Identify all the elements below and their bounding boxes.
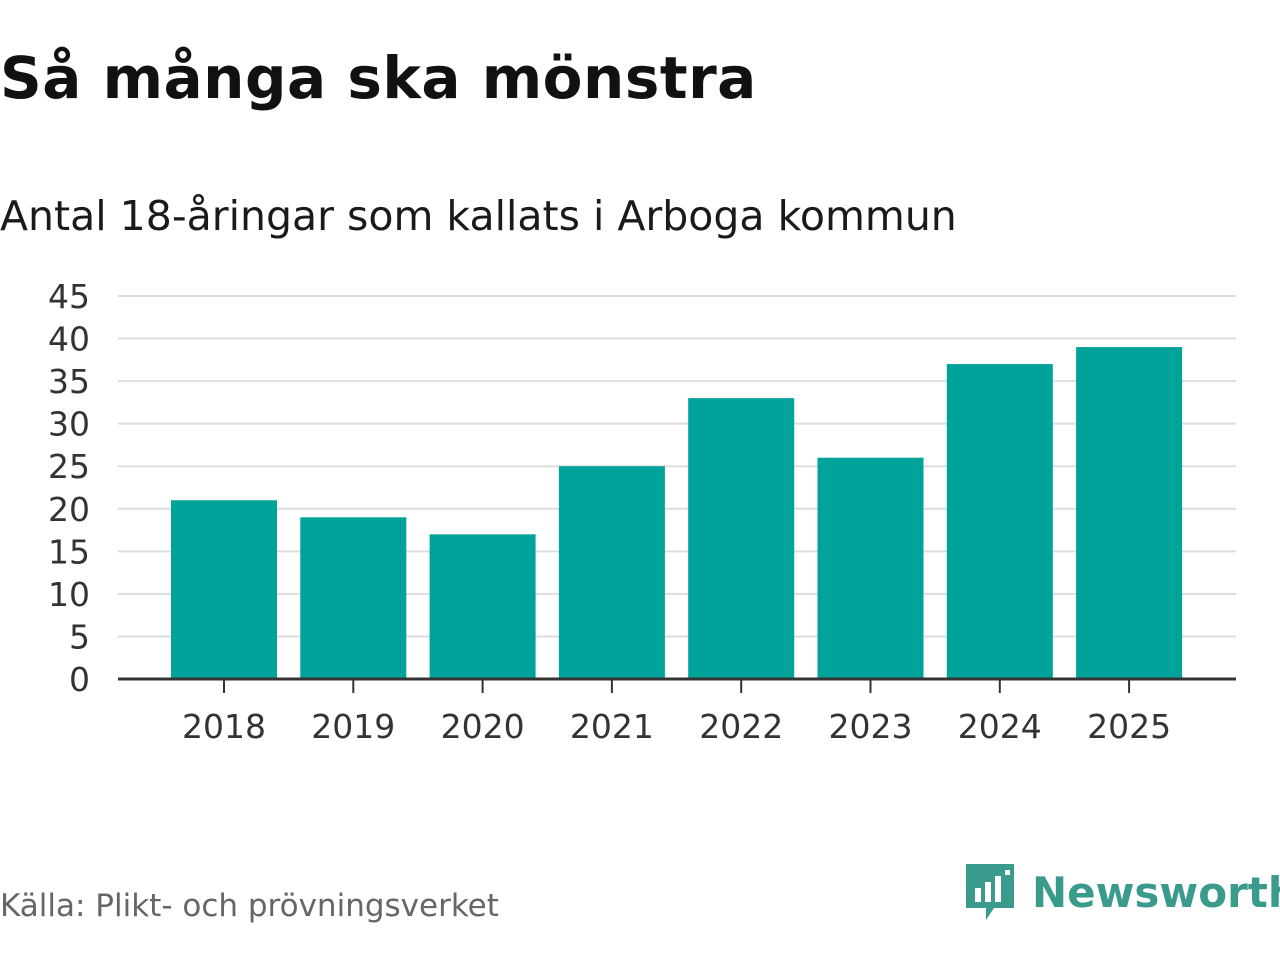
y-tick-label: 25 [48, 447, 90, 486]
y-tick-label: 40 [48, 320, 90, 359]
x-tick-label: 2018 [182, 707, 266, 746]
x-tick-label: 2024 [958, 707, 1042, 746]
brand-name: Newsworthy [1032, 867, 1280, 917]
y-tick-label: 20 [48, 490, 90, 529]
bar-2020 [429, 534, 536, 679]
x-tick-label: 2019 [311, 707, 395, 746]
chart-title: Så många ska mönstra [0, 44, 757, 112]
y-tick-label: 15 [48, 532, 90, 571]
gridlines [118, 295, 1236, 638]
y-tick-label: 30 [48, 405, 90, 444]
bar-2021 [558, 466, 665, 679]
y-tick-label: 10 [48, 575, 90, 614]
source-note: Källa: Plikt- och prövningsverket [0, 888, 499, 924]
brand-logo: Newsworthy [964, 862, 1280, 922]
chart-subtitle: Antal 18-åringar som kallats i Arboga ko… [0, 192, 957, 240]
bar-2024 [946, 364, 1053, 679]
y-tick-label: 0 [69, 660, 90, 699]
bar-2022 [688, 398, 795, 679]
bar-2025 [1076, 347, 1183, 679]
newsworthy-logo-icon [966, 864, 1014, 920]
bar-2023 [817, 457, 924, 679]
bars [171, 347, 1183, 679]
y-tick-label: 45 [48, 277, 90, 316]
x-tick-label: 2025 [1087, 707, 1171, 746]
x-axis-ticks: 2018 2019 2020 2021 2022 2023 2024 2025 [118, 677, 1236, 746]
y-tick-label: 5 [69, 617, 90, 656]
bar-2018 [171, 500, 277, 679]
y-tick-label: 35 [48, 362, 90, 401]
bar-2019 [300, 517, 407, 679]
x-tick-label: 2021 [570, 707, 654, 746]
x-tick-label: 2020 [441, 707, 525, 746]
x-tick-label: 2023 [829, 707, 913, 746]
x-tick-label: 2022 [699, 707, 783, 746]
